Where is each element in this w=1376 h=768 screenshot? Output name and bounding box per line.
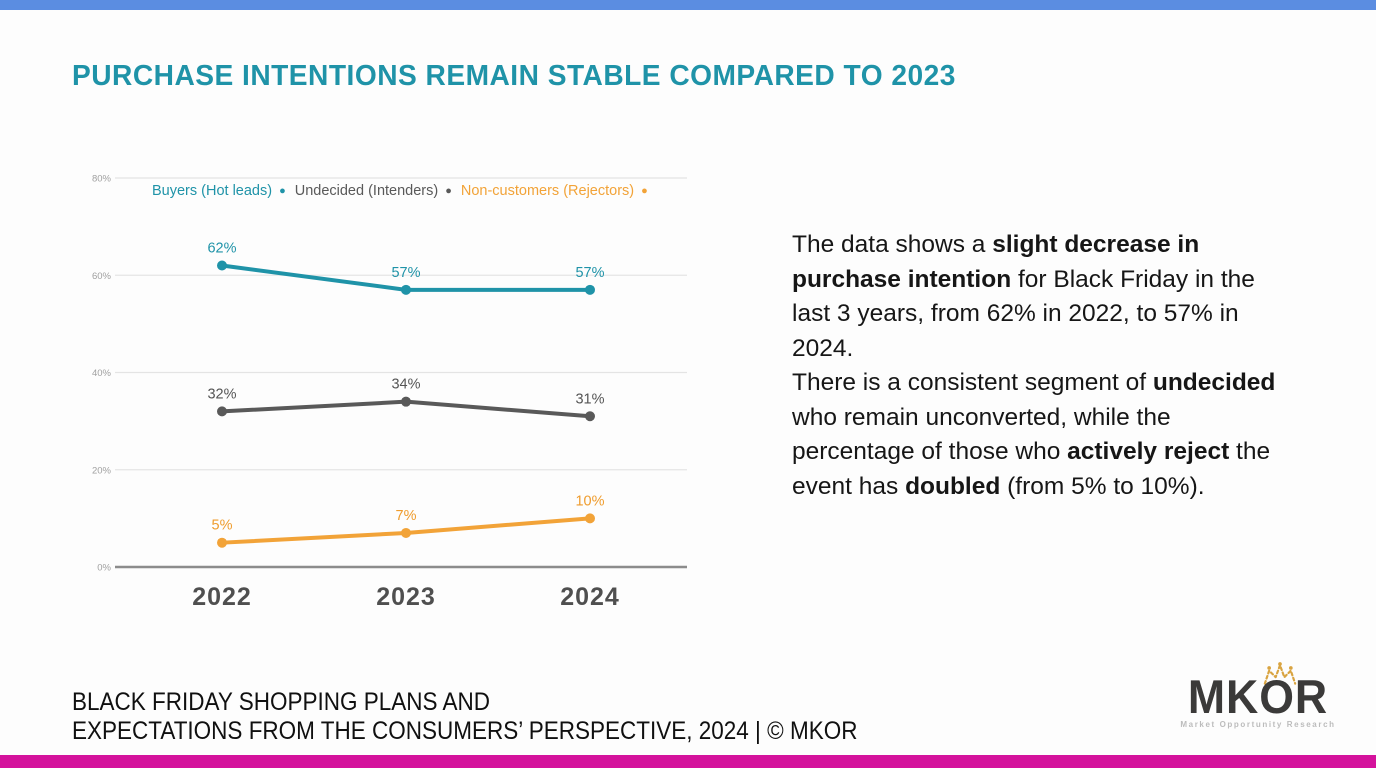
data-point-label: 34% bbox=[391, 377, 420, 393]
chart-gridlines: 0% 20% 40% 60% 80% bbox=[92, 174, 687, 574]
legend-marker-icon: ● bbox=[641, 184, 648, 197]
insight-phrase: the event has bbox=[792, 438, 1277, 500]
data-point bbox=[401, 527, 411, 538]
x-axis-labels: 2022 2023 2024 bbox=[192, 583, 620, 611]
data-point-label: 32% bbox=[207, 386, 236, 402]
insight-phrase: (from 5% to 10%). bbox=[1000, 472, 1205, 500]
insight-phrase: for Black Friday in the last 3 years, fr… bbox=[792, 265, 1255, 397]
insight-phrase: The data shows a bbox=[792, 231, 993, 258]
purchase-intentions-chart: 0% 20% 40% 60% 80% 62% 57% 57% 32% 34% 31% 5% 7% 10% 2… bbox=[90, 160, 730, 625]
legend-marker-icon: ● bbox=[279, 184, 286, 197]
chart-series: 5% 7% 10% bbox=[212, 493, 605, 548]
data-point bbox=[217, 537, 227, 548]
data-point-label: 31% bbox=[575, 391, 604, 407]
data-point-label: 62% bbox=[207, 241, 236, 257]
insight-bold-phrase: doubled bbox=[905, 472, 1001, 500]
chart-series: 62% 57% 57% bbox=[207, 241, 605, 295]
line-chart-svg: 0% 20% 40% 60% 80% 62% 57% 57% 32% 34% 31% 5% 7% 10% 2… bbox=[92, 174, 687, 611]
data-point bbox=[585, 513, 595, 524]
data-point-label: 5% bbox=[212, 518, 233, 534]
y-axis-tick-label: 0% bbox=[97, 563, 111, 574]
legend-item: Undecided (Intenders) ● bbox=[295, 183, 452, 199]
chart-series: 32% 34% 31% bbox=[207, 377, 605, 422]
insight-bold-phrase: undecided bbox=[1152, 369, 1276, 396]
y-axis-tick-label: 60% bbox=[92, 271, 112, 282]
y-axis-tick-label: 40% bbox=[92, 368, 112, 379]
legend-label: Non-customers (Rejectors) bbox=[460, 183, 635, 199]
y-axis-tick-label: 20% bbox=[92, 465, 112, 476]
x-axis-category-label: 2022 bbox=[192, 583, 252, 611]
data-point-label: 57% bbox=[575, 265, 604, 281]
legend-marker-icon: ● bbox=[445, 184, 452, 197]
chart-legend: Buyers (Hot leads) ● Undecided (Intenders)… bbox=[152, 183, 648, 199]
mkor-logo: MKOR Market Opportunity Research bbox=[1178, 662, 1338, 729]
top-accent-bar bbox=[0, 0, 1376, 10]
legend-label: Buyers (Hot leads) bbox=[152, 183, 273, 199]
legend-item: Buyers (Hot leads) ● bbox=[152, 183, 286, 199]
data-point bbox=[585, 411, 595, 422]
data-point-label: 57% bbox=[391, 265, 420, 281]
bottom-accent-bar bbox=[0, 755, 1376, 768]
footer: BLACK FRIDAY SHOPPING PLANS AND EXPECTAT… bbox=[72, 688, 857, 745]
insight-bold-phrase: slight decrease in purchase intention bbox=[792, 231, 1206, 293]
data-point-label: 10% bbox=[575, 493, 604, 509]
logo-wordmark: MKOR bbox=[1187, 670, 1329, 723]
footer-line-2: EXPECTATIONS FROM THE CONSUMERS’ PERSPEC… bbox=[72, 716, 858, 745]
y-axis-tick-label: 80% bbox=[92, 174, 112, 185]
footer-line-1: BLACK FRIDAY SHOPPING PLANS AND bbox=[72, 688, 491, 716]
data-point bbox=[401, 284, 411, 295]
x-axis-category-label: 2024 bbox=[560, 583, 620, 611]
data-point-label: 7% bbox=[396, 508, 417, 524]
legend-item: Non-customers (Rejectors) ● bbox=[461, 183, 648, 199]
legend-label: Undecided (Intenders) bbox=[294, 183, 439, 199]
data-point bbox=[217, 406, 227, 417]
logo-tagline: Market Opportunity Research bbox=[1180, 720, 1336, 729]
crown-icon bbox=[1263, 662, 1297, 685]
x-axis-category-label: 2023 bbox=[376, 583, 436, 611]
data-point bbox=[217, 260, 227, 271]
data-point bbox=[401, 396, 411, 407]
data-point bbox=[585, 284, 595, 295]
insight-text: The data shows a slight decrease in purc… bbox=[792, 228, 1294, 504]
page-title: PURCHASE INTENTIONS REMAIN STABLE COMPAR… bbox=[72, 60, 956, 92]
insight-phrase: who remain unconverted, while the percen… bbox=[792, 369, 1283, 466]
insight-bold-phrase: actively reject bbox=[1067, 438, 1230, 465]
